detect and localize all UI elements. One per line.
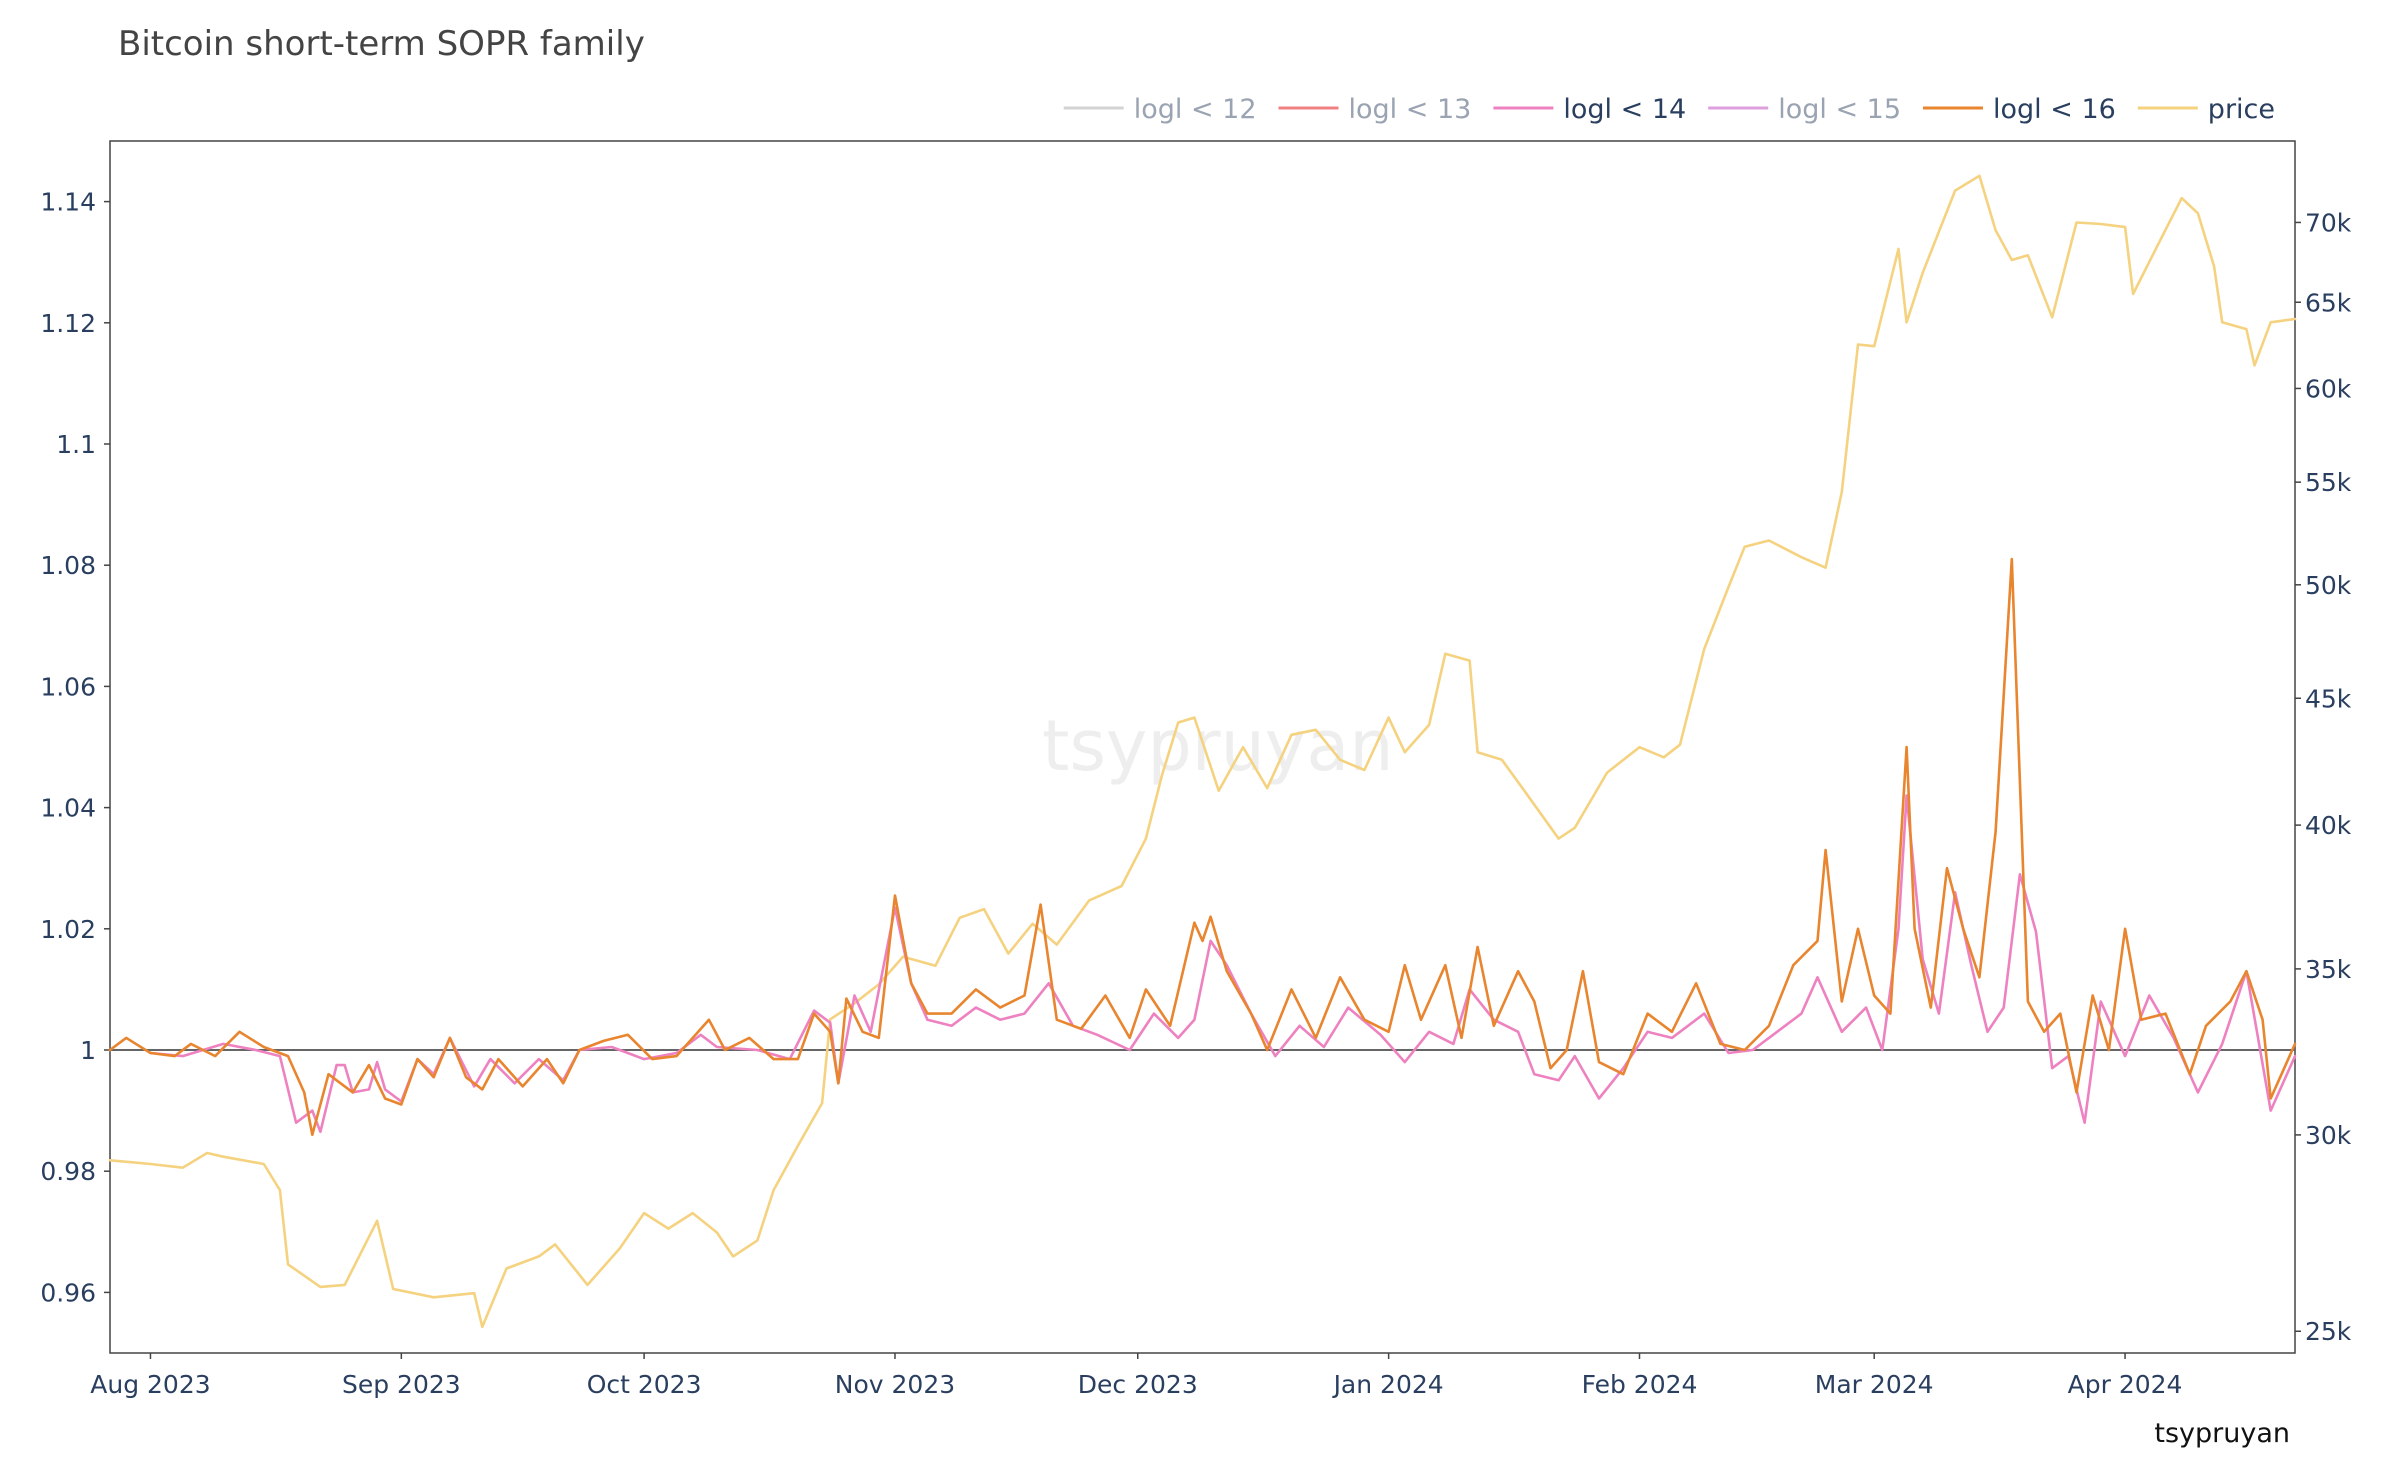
y-left-tick-label: 1.06 <box>40 672 96 701</box>
x-tick-label: Jan 2024 <box>1332 1370 1444 1399</box>
y-left-tick-label: 0.96 <box>40 1278 96 1307</box>
legend-label: logl < 13 <box>1349 94 1472 125</box>
y-right-tick-label: 40k <box>2305 811 2352 840</box>
y-left-tick-label: 1.14 <box>40 188 96 217</box>
legend-item-logl-12[interactable]: logl < 12 <box>1063 94 1257 125</box>
legend-item-logl-13[interactable]: logl < 13 <box>1278 94 1472 125</box>
plot-frame <box>109 140 2296 1354</box>
x-tick-label: Mar 2024 <box>1815 1370 1934 1399</box>
series-line-logl-16 <box>108 557 2297 1137</box>
x-tick-label: Aug 2023 <box>90 1370 210 1399</box>
y-right-tick-label: 65k <box>2305 288 2352 317</box>
y-right-tick-label: 60k <box>2305 374 2352 403</box>
x-tick-label: Nov 2023 <box>835 1370 955 1399</box>
credit-label: tsypruyan <box>2154 1418 2290 1449</box>
legend-item-logl-14[interactable]: logl < 14 <box>1493 94 1686 125</box>
y-left-tick-label: 1.02 <box>40 915 96 944</box>
y-right-tick-label: 55k <box>2305 468 2352 497</box>
legend-item-logl-16[interactable]: logl < 16 <box>1923 94 2116 125</box>
legend-item-logl-15[interactable]: logl < 15 <box>1708 94 1901 125</box>
legend-label: logl < 12 <box>1134 94 1257 125</box>
legend-label: logl < 15 <box>1778 94 1901 125</box>
chart-title: Bitcoin short-term SOPR family <box>118 24 645 64</box>
y-left-tick-label: 0.98 <box>40 1157 96 1186</box>
legend-label: price <box>2208 94 2275 125</box>
y-right-tick-label: 50k <box>2305 571 2352 600</box>
x-tick-label: Dec 2023 <box>1078 1370 1198 1399</box>
legend[interactable]: logl < 12 logl < 13 logl < 14 logl < 15 logl… <box>1063 94 2275 125</box>
plot-layer: Aug 2023 Sep 2023 Oct 2023 Nov 2023 Dec 2023… <box>40 140 2352 1399</box>
y-right-tick-label: 70k <box>2305 208 2352 237</box>
x-tick-label: Sep 2023 <box>342 1370 461 1399</box>
watermark: tsypruyan <box>1042 705 1394 787</box>
x-tick-label: Feb 2024 <box>1582 1370 1698 1399</box>
y-left-tick-label: 1.1 <box>56 430 96 459</box>
y-left-tick-label: 1 <box>80 1036 96 1065</box>
legend-label: logl < 16 <box>1993 94 2116 125</box>
y-left-tick-label: 1.04 <box>40 794 96 823</box>
y-right-tick-label: 45k <box>2305 684 2352 713</box>
y-right-tick-label: 35k <box>2305 955 2352 984</box>
y-right-tick-label: 25k <box>2305 1317 2352 1346</box>
series-line-price <box>108 174 2297 1329</box>
y-left-tick-label: 1.08 <box>40 551 96 580</box>
legend-item-price[interactable]: price <box>2137 94 2275 125</box>
y-left-tick-label: 1.12 <box>40 309 96 338</box>
legend-label: logl < 14 <box>1563 94 1686 125</box>
x-tick-label: Apr 2024 <box>2068 1370 2183 1399</box>
x-tick-label: Oct 2023 <box>587 1370 702 1399</box>
y-right-tick-label: 30k <box>2305 1121 2352 1150</box>
